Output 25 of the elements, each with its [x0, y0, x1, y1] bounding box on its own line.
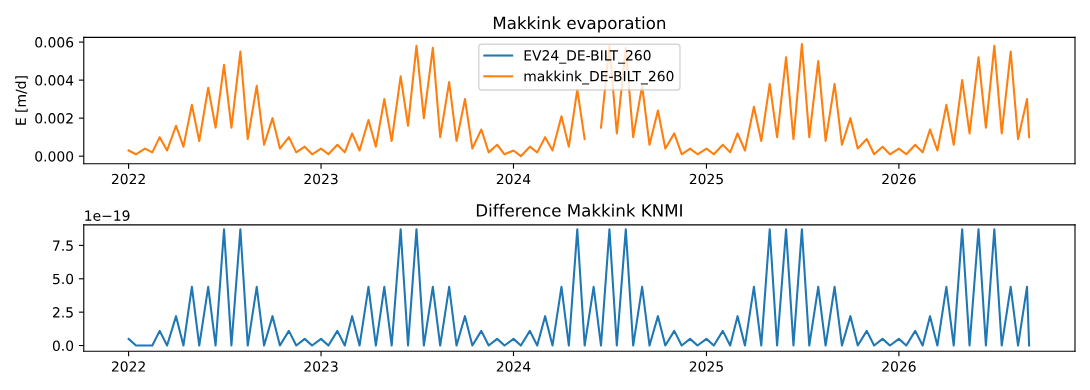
chart-title: Difference Makkink KNMI [476, 203, 682, 217]
y-tick-label: 0.0 [52, 340, 74, 352]
y-tick-label: 0.000 [35, 151, 74, 162]
x-tick-label: 2026 [882, 173, 916, 185]
x-tick-label: 2026 [882, 361, 916, 372]
x-tick-label: 2022 [111, 361, 145, 372]
x-tick-label: 2025 [689, 173, 723, 185]
y-tick-label: 0.006 [35, 37, 74, 48]
chart-title: Makkink evaporation [493, 16, 666, 33]
x-tick-label: 2022 [111, 173, 145, 185]
x-tick-label: 2023 [304, 361, 338, 372]
line-series [127, 228, 1031, 347]
x-tick-label: 2023 [304, 173, 338, 185]
y-tick-label: 0.002 [35, 113, 73, 124]
x-tick-label: 2024 [496, 173, 531, 185]
legend-label: EV24_DE-BILT_260 [524, 50, 651, 64]
x-tick-label: 2025 [689, 361, 723, 372]
y-axis-title: E [m/d] [15, 76, 28, 125]
y-tick-label: 0.004 [35, 75, 74, 86]
legend-label: makkink_DE-BILT_260 [524, 70, 674, 85]
y-tick-label: 5.0 [53, 273, 74, 285]
x-tick-label: 2024 [496, 361, 531, 372]
text: 1e−19 [85, 210, 130, 221]
y-tick-label: 2.5 [52, 307, 73, 318]
y-tick-label: 7.5 [53, 240, 73, 251]
